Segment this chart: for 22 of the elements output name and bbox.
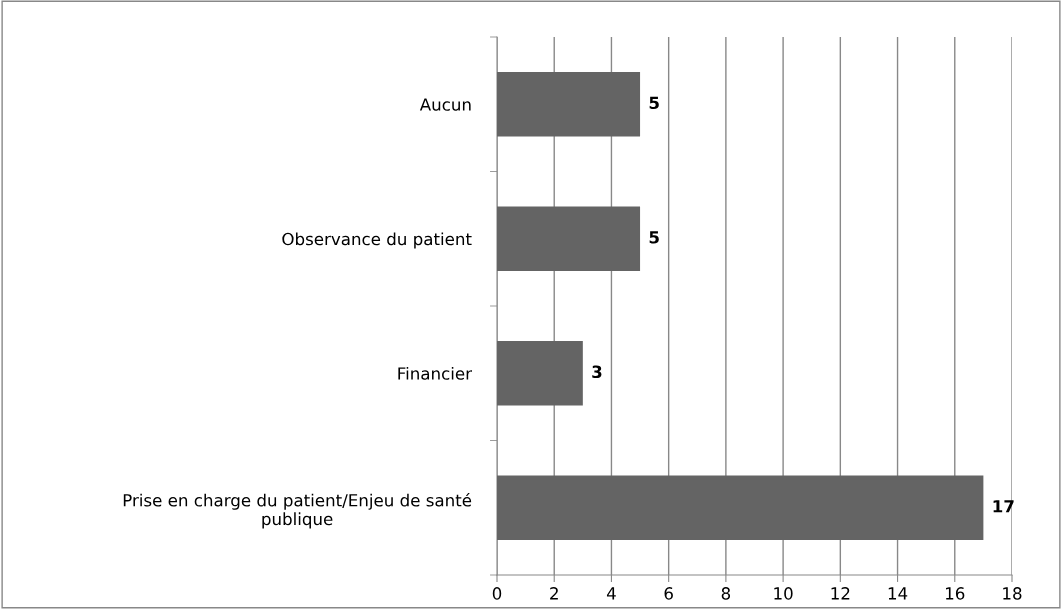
x-tick-label: 14 (888, 587, 908, 600)
y-tick-label: Financier (398, 366, 472, 380)
x-tick-label: 8 (721, 587, 731, 600)
data-label: 5 (649, 96, 659, 110)
y-tick-label: Observance du patient (282, 232, 472, 249)
x-tick-label: 0 (492, 587, 502, 600)
bar (497, 71, 641, 137)
x-tick-label: 2 (550, 587, 558, 600)
data-label: 3 (592, 365, 602, 379)
y-tick-label: Prise en charge du patient/Enjeu de santé publique (123, 493, 472, 529)
data-label: 17 (993, 500, 1014, 513)
data-label: 5 (649, 231, 659, 244)
x-tick-label: 4 (606, 587, 616, 600)
x-tick-label: 10 (774, 587, 793, 600)
bar (497, 475, 984, 541)
x-tick-label: 12 (831, 587, 850, 600)
x-tick-label: 16 (946, 587, 965, 600)
bar (497, 340, 583, 406)
x-tick-label: 18 (1003, 587, 1022, 600)
y-tick-label: Aucun (419, 98, 471, 111)
bar (497, 206, 641, 272)
x-tick-label: 6 (664, 587, 673, 600)
